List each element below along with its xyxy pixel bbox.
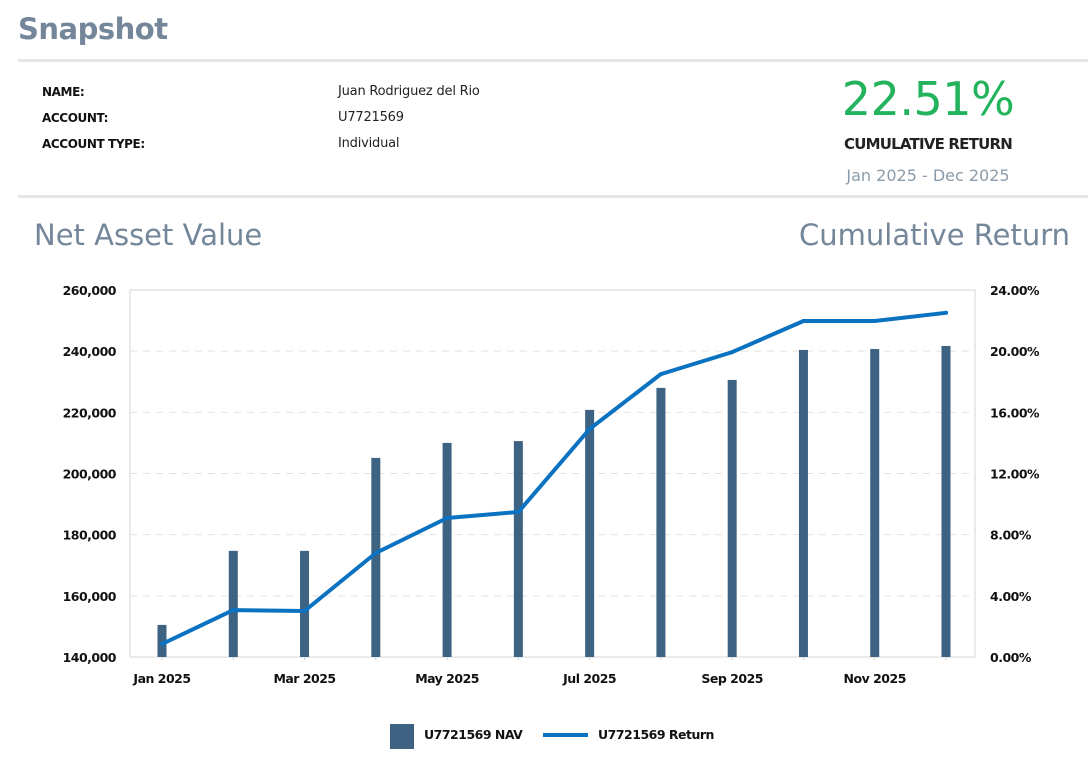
- nav-bar: [727, 379, 737, 657]
- nav-bar: [941, 345, 951, 657]
- return-line: [160, 310, 948, 646]
- return-point: [801, 319, 806, 324]
- x-tick-label: Nov 2025: [844, 671, 906, 686]
- account-type-label: ACCOUNT TYPE:: [42, 137, 145, 151]
- account-label: ACCOUNT:: [42, 111, 109, 125]
- nav-bars: [157, 345, 951, 660]
- x-tick-label: Jul 2025: [562, 671, 616, 686]
- nav-bar: [513, 441, 523, 657]
- account-type-value: Individual: [338, 136, 400, 151]
- return-point: [160, 642, 164, 647]
- y-left-tick-label: 220,000: [63, 405, 117, 420]
- nav-bar: [585, 409, 595, 657]
- snapshot-title: Snapshot: [18, 12, 168, 46]
- cumulative-return-period: Jan 2025 - Dec 2025: [846, 166, 1010, 185]
- nav-bar: [371, 457, 381, 657]
- y-right-tick-label: 20.00%: [990, 344, 1040, 359]
- legend: U7721569 NAV U7721569 Return: [390, 724, 714, 749]
- nav-bar: [656, 387, 666, 657]
- y-left-tick-label: 160,000: [63, 589, 117, 604]
- x-axis-ticks: Jan 2025 Mar 2025 May 2025 Jul 2025 Sep 2025…: [132, 671, 906, 686]
- return-point: [302, 608, 307, 613]
- nav-bar: [157, 624, 167, 657]
- name-value: Juan Rodriguez del Rio: [338, 84, 480, 99]
- nav-bar: [300, 550, 310, 657]
- y-left-tick-label: 140,000: [63, 650, 117, 665]
- return-point: [445, 515, 450, 520]
- divider: [18, 59, 1088, 62]
- divider: [18, 195, 1088, 198]
- x-tick-label: May 2025: [415, 671, 479, 686]
- return-point: [872, 319, 877, 324]
- y-left-tick-label: 200,000: [63, 467, 117, 482]
- return-point: [944, 310, 948, 315]
- legend-return-label: U7721569 Return: [598, 727, 714, 742]
- nav-bar: [228, 550, 238, 657]
- legend-nav-swatch: [390, 724, 414, 749]
- y-right-tick-label: 24.00%: [990, 283, 1040, 298]
- left-axis-ticks: 260,000 240,000 220,000 200,000 180,000 160,0…: [63, 283, 118, 665]
- nav-bar: [442, 442, 452, 657]
- x-tick-label: Mar 2025: [273, 671, 335, 686]
- nav-section-title: Net Asset Value: [34, 218, 263, 252]
- return-point: [587, 427, 592, 432]
- return-point: [516, 510, 521, 515]
- cumulative-return-label: CUMULATIVE RETURN: [844, 135, 1013, 153]
- y-left-tick-label: 260,000: [63, 283, 117, 298]
- return-section-title: Cumulative Return: [799, 218, 1070, 252]
- account-value: U7721569: [338, 110, 404, 125]
- return-point: [231, 608, 236, 613]
- return-point: [730, 350, 735, 355]
- x-tick-label: Jan 2025: [132, 671, 190, 686]
- y-right-tick-label: 12.00%: [990, 467, 1040, 482]
- return-point: [373, 551, 378, 556]
- y-left-tick-label: 180,000: [63, 528, 117, 543]
- name-label: NAME:: [42, 85, 85, 99]
- y-right-tick-label: 8.00%: [990, 528, 1032, 543]
- y-left-tick-label: 240,000: [63, 344, 117, 359]
- y-right-tick-label: 16.00%: [990, 405, 1040, 420]
- nav-bar: [870, 349, 880, 657]
- x-tick-label: Sep 2025: [701, 671, 763, 686]
- right-axis-ticks: 24.00% 20.00% 16.00% 12.00% 8.00% 4.00% 0.00%: [990, 283, 1041, 665]
- return-point: [658, 372, 663, 377]
- cumulative-return-value: 22.51%: [841, 72, 1015, 126]
- y-right-tick-label: 4.00%: [990, 589, 1032, 604]
- return-line-group: [160, 310, 948, 647]
- y-right-tick-label: 0.00%: [990, 650, 1032, 665]
- nav-bar: [798, 349, 808, 657]
- legend-nav-label: U7721569 NAV: [424, 727, 523, 742]
